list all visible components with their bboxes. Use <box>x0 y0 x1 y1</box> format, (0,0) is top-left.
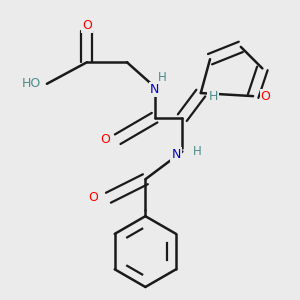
Text: H: H <box>158 71 167 84</box>
Text: N: N <box>172 148 181 161</box>
Text: H: H <box>208 90 218 103</box>
Text: HO: HO <box>22 77 41 90</box>
Text: O: O <box>260 90 270 103</box>
Text: O: O <box>82 19 92 32</box>
Text: O: O <box>100 133 110 146</box>
Text: N: N <box>150 83 159 97</box>
Text: O: O <box>88 191 98 204</box>
Text: H: H <box>193 145 202 158</box>
